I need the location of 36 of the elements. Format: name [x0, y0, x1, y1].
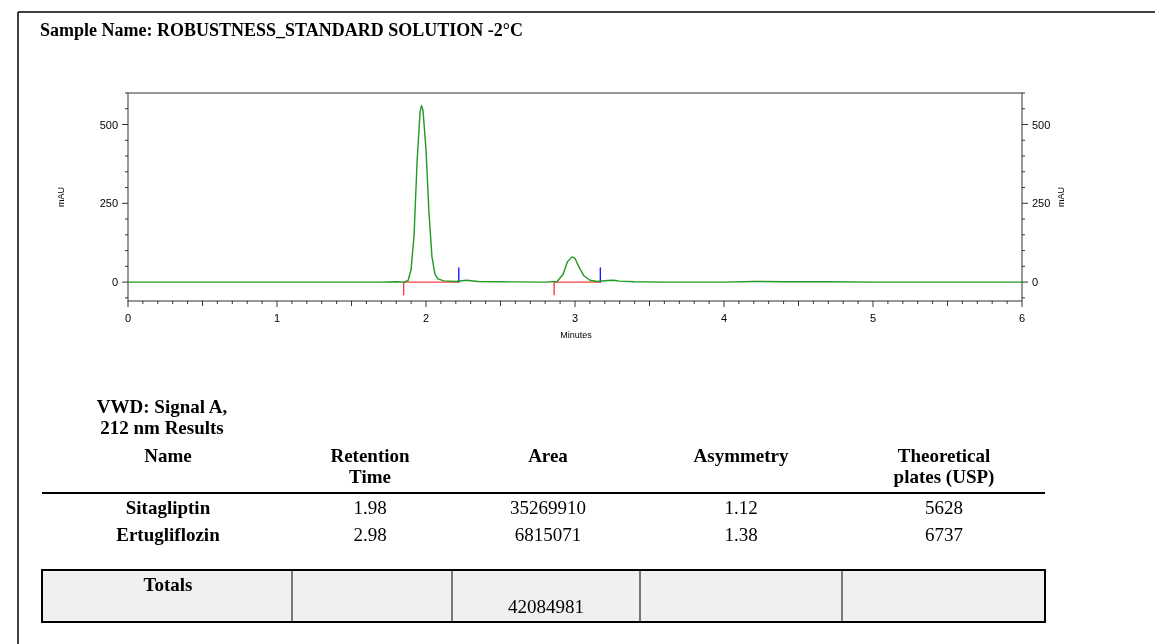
x-tick-label: 3	[571, 312, 579, 324]
x-tick-label: 1	[273, 312, 281, 324]
y2-tick-label: 0	[1032, 276, 1039, 289]
x-tick-label: 0	[124, 312, 132, 324]
x-tick-label: 6	[1018, 312, 1026, 324]
text: Ertugliflozin	[116, 524, 221, 545]
x-tick-label: 4	[720, 312, 728, 324]
text: 1.12	[724, 497, 758, 518]
text: Area	[528, 445, 569, 466]
x-tick-label: 5	[869, 312, 877, 324]
text: Totals	[143, 574, 193, 595]
line-series	[127, 104, 1023, 283]
text: VWD: Signal A, 212 nm Results	[96, 396, 228, 439]
text: 6737	[925, 524, 963, 545]
y-tick-label: 250	[99, 197, 118, 210]
text: 42084981	[508, 596, 584, 617]
y-tick-label: 0	[111, 276, 118, 289]
y2-axis-title: mAU	[1056, 187, 1066, 207]
text: Retention Time	[330, 445, 411, 488]
text: Name	[144, 445, 192, 466]
x-tick-label: 2	[422, 312, 430, 324]
y-axis-title: mAU	[56, 187, 66, 207]
text: 5628	[925, 497, 963, 518]
text: Asymmetry	[693, 445, 789, 466]
x-axis-title: Minutes	[560, 330, 593, 340]
text: 1.98	[353, 497, 387, 518]
text: 2.98	[353, 524, 387, 545]
y-tick-label: 500	[99, 118, 118, 131]
text: Theoretical plates (USP)	[893, 445, 995, 489]
text: Sitagliptin	[125, 497, 211, 518]
y2-tick-label: 500	[1032, 118, 1051, 131]
y2-tick-label: 250	[1032, 197, 1051, 210]
text: 35269910	[510, 497, 586, 518]
text: 6815071	[514, 524, 582, 545]
text: 1.38	[724, 524, 758, 545]
chart-title: Sample Name: ROBUSTNESS_STANDARD SOLUTION -2°C	[40, 20, 523, 40]
